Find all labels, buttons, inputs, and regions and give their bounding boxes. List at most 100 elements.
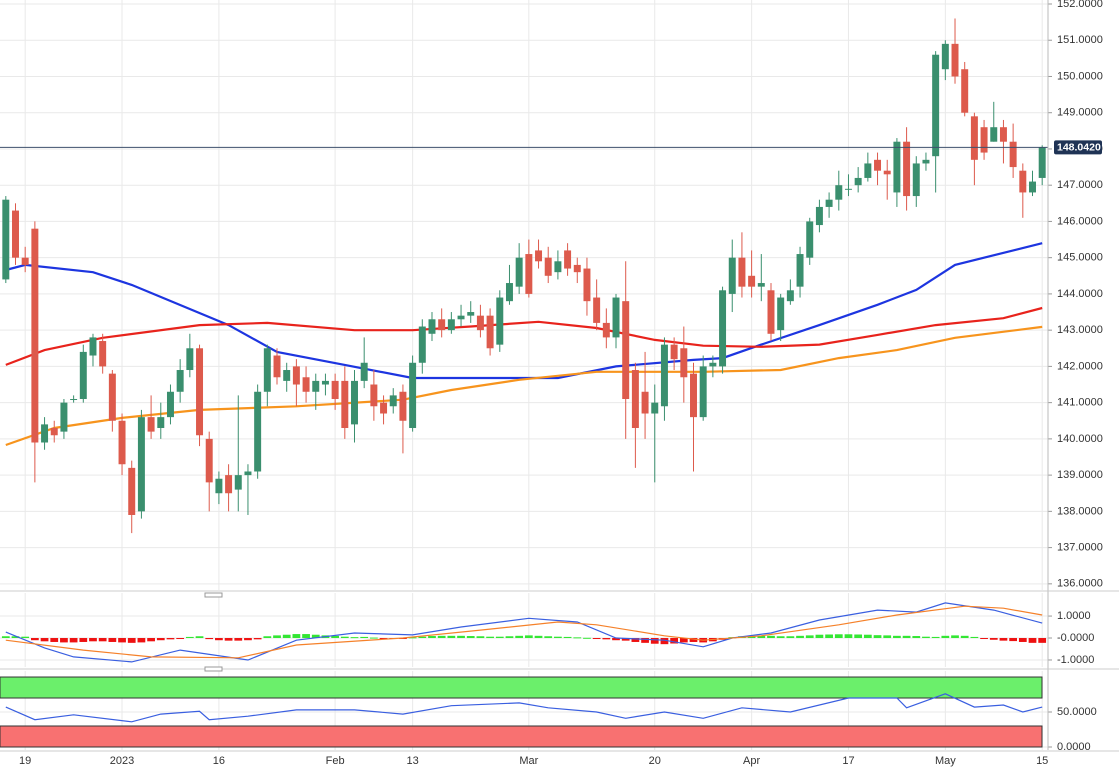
candle-body bbox=[370, 384, 378, 407]
candle-body bbox=[825, 199, 833, 207]
x-tick-label: Apr bbox=[743, 755, 760, 767]
macd-bar bbox=[776, 636, 785, 639]
macd-bar bbox=[1, 636, 10, 639]
y-tick-label: 138.0000 bbox=[1057, 505, 1103, 517]
panel-resize-handle[interactable] bbox=[204, 592, 223, 598]
y-tick-label: 0.0000 bbox=[1057, 741, 1091, 753]
candle-body bbox=[99, 341, 107, 367]
macd-bar bbox=[524, 635, 533, 639]
candle-body bbox=[438, 319, 446, 331]
macd-bar bbox=[457, 635, 465, 639]
indicator-line bbox=[5, 325, 1043, 447]
candle-body bbox=[738, 257, 746, 287]
macd-bar bbox=[30, 638, 39, 641]
macd-bar bbox=[1038, 638, 1047, 643]
candle-body bbox=[941, 43, 949, 70]
macd-bar bbox=[253, 638, 262, 640]
candle-body bbox=[1029, 181, 1036, 193]
candle-body bbox=[108, 373, 116, 421]
y-tick-label: -1.0000 bbox=[1057, 654, 1094, 666]
candle-body bbox=[883, 170, 891, 175]
macd-bar bbox=[437, 635, 446, 639]
candle-body bbox=[476, 315, 484, 331]
macd-bar bbox=[757, 635, 766, 639]
macd-bar bbox=[931, 636, 940, 639]
candle-body bbox=[1038, 147, 1046, 178]
panel-resize-handle[interactable] bbox=[204, 666, 223, 672]
macd-bar bbox=[650, 638, 659, 644]
candle-body bbox=[1019, 170, 1027, 193]
macd-bar bbox=[563, 636, 572, 639]
x-tick-label: 15 bbox=[1036, 755, 1048, 767]
candle-body bbox=[854, 177, 862, 186]
macd-bar bbox=[466, 636, 475, 639]
candle-body bbox=[137, 417, 145, 512]
macd-bar bbox=[350, 637, 359, 639]
candle-body bbox=[428, 319, 436, 334]
candle-body bbox=[147, 417, 155, 432]
candle-body bbox=[389, 395, 397, 407]
macd-bar bbox=[137, 638, 146, 643]
candle-body bbox=[564, 250, 572, 269]
candle-body bbox=[806, 221, 814, 258]
macd-bar bbox=[224, 638, 233, 641]
macd-bar bbox=[205, 638, 214, 640]
candle-body bbox=[312, 380, 320, 392]
candle-body bbox=[60, 402, 68, 432]
macd-bar bbox=[340, 636, 349, 639]
last-price-label: 148.0420 bbox=[1057, 142, 1101, 154]
candle-body bbox=[283, 370, 291, 381]
candle-body bbox=[486, 315, 494, 349]
macd-bar bbox=[282, 634, 291, 639]
macd-bar bbox=[970, 636, 979, 639]
macd-bar bbox=[621, 638, 630, 641]
candle-body bbox=[399, 391, 407, 421]
macd-bar bbox=[311, 634, 320, 639]
last-price-box bbox=[1054, 140, 1102, 155]
indicator-line bbox=[5, 242, 1043, 380]
candle-body bbox=[89, 337, 97, 356]
candle-body bbox=[573, 264, 581, 273]
candle-body bbox=[980, 127, 988, 153]
candle-body bbox=[50, 428, 58, 436]
y-tick-label: -0.0000 bbox=[1057, 632, 1094, 644]
macd-bar bbox=[805, 635, 814, 639]
macd-bar bbox=[69, 638, 78, 643]
macd-bar bbox=[583, 637, 591, 639]
candle-body bbox=[631, 370, 639, 429]
candle-body bbox=[912, 163, 920, 197]
macd-bar bbox=[1028, 638, 1037, 643]
macd-bar bbox=[292, 634, 301, 639]
macd-bar bbox=[825, 634, 833, 639]
candle-body bbox=[263, 348, 271, 392]
candle-body bbox=[970, 116, 978, 160]
y-tick-label: 150.0000 bbox=[1057, 70, 1103, 82]
candle-body bbox=[835, 185, 843, 200]
candle-body bbox=[690, 373, 697, 418]
candle-body bbox=[864, 163, 872, 178]
x-tick-label: Feb bbox=[326, 755, 345, 767]
candle-body bbox=[612, 297, 620, 338]
candle-body bbox=[515, 257, 523, 287]
candle-body bbox=[786, 290, 794, 302]
macd-bar bbox=[408, 637, 417, 639]
macd-bar bbox=[428, 636, 436, 639]
candle-body bbox=[244, 471, 252, 476]
macd-bar bbox=[893, 635, 901, 639]
macd-bar bbox=[476, 636, 485, 639]
macd-bar bbox=[98, 638, 107, 642]
candle-body bbox=[728, 257, 736, 294]
macd-bar bbox=[612, 638, 620, 641]
macd-bar bbox=[796, 635, 804, 639]
macd-bar bbox=[118, 638, 126, 643]
macd-bar bbox=[873, 635, 882, 639]
macd-bar bbox=[554, 636, 562, 639]
macd-bar bbox=[951, 635, 959, 639]
candle-body bbox=[602, 322, 610, 338]
candle-body bbox=[496, 297, 504, 345]
candle-body bbox=[225, 475, 233, 494]
candle-body bbox=[660, 344, 668, 407]
macd-bar bbox=[244, 638, 252, 641]
x-tick-label: 20 bbox=[649, 755, 661, 767]
candle-body bbox=[505, 283, 513, 302]
